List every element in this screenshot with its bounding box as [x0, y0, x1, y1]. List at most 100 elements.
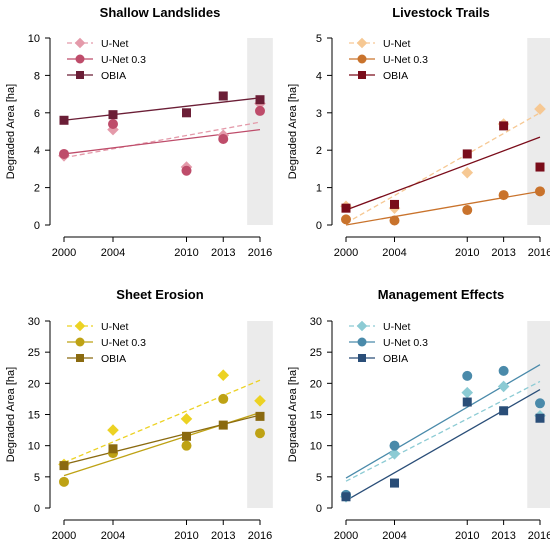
trend-line-series-1 — [63, 121, 261, 159]
data-point-series-1 — [107, 424, 119, 436]
trend-line-series-1 — [63, 379, 261, 464]
data-point-series-2 — [59, 476, 69, 487]
data-point-series-2 — [462, 205, 473, 216]
y-axis-label: Degraded Area [ha] — [287, 367, 299, 462]
x-tick-label: 2004 — [101, 247, 125, 259]
data-point-series-2 — [341, 214, 351, 225]
legend-marker — [74, 37, 86, 49]
y-tick-label: 2 — [316, 145, 322, 157]
data-point-series-1 — [388, 447, 401, 460]
data-point-series-2 — [218, 393, 229, 404]
data-point-series-1 — [461, 386, 474, 399]
legend: U-Net U-Net 0.3 OBIA — [67, 37, 146, 82]
legend-marker — [357, 337, 367, 347]
trend-line-series-2 — [345, 364, 541, 479]
y-tick-label: 20 — [28, 378, 40, 390]
legend-marker — [358, 354, 366, 362]
data-point-series-3 — [182, 431, 191, 441]
x-tick-label: 2010 — [455, 247, 479, 259]
x-tick-label: 2016 — [528, 247, 550, 259]
trend-line-series-2 — [63, 128, 261, 155]
y-tick-label: 10 — [28, 33, 40, 45]
data-point-series-2 — [108, 119, 118, 130]
y-axis-label: Degraded Area [ha] — [5, 367, 17, 462]
data-point-series-3 — [390, 199, 399, 209]
y-axis-label: Degraded Area [ha] — [5, 84, 17, 179]
data-point-series-2 — [535, 186, 545, 197]
legend: U-Net U-Net 0.3 OBIA — [349, 37, 428, 82]
legend-label: U-Net 0.3 — [383, 54, 428, 66]
x-tick-label: 2000 — [52, 247, 76, 259]
trend-line-series-3 — [345, 136, 541, 211]
legend-marker — [75, 54, 85, 64]
highlight-band — [527, 38, 550, 225]
x-tick-label: 2004 — [382, 530, 406, 542]
x-tick-label: 2016 — [248, 247, 272, 259]
x-tick-label: 2016 — [248, 530, 272, 542]
x-tick-label: 2000 — [52, 530, 76, 542]
data-point-series-3 — [108, 444, 118, 454]
chart-panel-3: Sheet Erosion 0 5 10 15 20 25 30 Degraded Area [… — [5, 287, 273, 542]
trend-line-series-3 — [63, 414, 261, 465]
data-point-series-2 — [255, 105, 265, 116]
legend-label: U-Net — [101, 321, 129, 333]
legend-marker — [76, 354, 84, 362]
legend-marker — [356, 37, 368, 49]
data-point-series-3 — [462, 149, 472, 159]
data-point-series-3 — [341, 492, 351, 502]
data-point-series-1 — [497, 380, 510, 393]
y-tick-label: 10 — [28, 441, 40, 453]
y-tick-label: 0 — [316, 503, 322, 515]
data-point-series-3 — [108, 110, 118, 120]
y-tick-label: 1 — [316, 183, 322, 195]
trend-line-series-1 — [345, 112, 541, 224]
legend-marker — [75, 337, 85, 347]
chart-panel-1: Shallow Landslides 0 2 4 6 8 10 Degraded Area [… — [5, 5, 273, 259]
y-tick-label: 5 — [34, 472, 40, 484]
data-point-series-3 — [218, 91, 228, 101]
data-point-series-1 — [254, 394, 266, 407]
x-tick-label: 2013 — [211, 247, 235, 259]
chart-title: Livestock Trails — [392, 5, 490, 20]
y-tick-label: 8 — [34, 70, 40, 82]
legend: U-Net U-Net 0.3 OBIA — [67, 320, 146, 365]
legend-marker — [356, 320, 368, 332]
data-point-series-3 — [535, 162, 545, 172]
legend-marker — [74, 320, 86, 332]
chart-title: Shallow Landslides — [100, 5, 221, 20]
x-tick-label: 2000 — [334, 247, 358, 259]
trend-line-series-3 — [345, 389, 541, 502]
legend-marker — [358, 71, 366, 79]
chart-title: Sheet Erosion — [116, 287, 203, 302]
y-tick-label: 0 — [34, 220, 40, 232]
data-point-series-2 — [218, 133, 229, 144]
y-tick-label: 15 — [310, 410, 322, 422]
y-tick-label: 5 — [316, 472, 322, 484]
y-tick-label: 10 — [310, 441, 322, 453]
data-point-series-2 — [181, 165, 192, 176]
y-axis-label: Degraded Area [ha] — [287, 84, 299, 179]
legend: U-Net U-Net 0.3 OBIA — [349, 320, 428, 365]
data-point-series-2 — [462, 370, 473, 381]
data-point-series-3 — [59, 115, 69, 125]
y-tick-label: 20 — [310, 378, 322, 390]
y-tick-label: 15 — [28, 410, 40, 422]
data-point-series-1 — [461, 166, 474, 179]
data-point-series-3 — [255, 95, 265, 105]
data-point-series-3 — [255, 411, 265, 421]
data-point-series-2 — [181, 440, 192, 451]
y-tick-label: 3 — [316, 108, 322, 120]
data-point-series-3 — [341, 203, 351, 213]
y-tick-label: 4 — [34, 145, 40, 157]
data-point-series-3 — [499, 121, 509, 131]
data-point-series-3 — [499, 406, 509, 416]
legend-label: U-Net 0.3 — [101, 337, 146, 349]
legend-label: OBIA — [101, 353, 126, 365]
data-point-series-3 — [462, 397, 472, 407]
data-point-series-1 — [180, 413, 193, 425]
y-tick-label: 30 — [28, 316, 40, 328]
data-point-series-1 — [534, 103, 546, 115]
legend-label: OBIA — [383, 70, 408, 82]
data-point-series-1 — [217, 369, 230, 382]
